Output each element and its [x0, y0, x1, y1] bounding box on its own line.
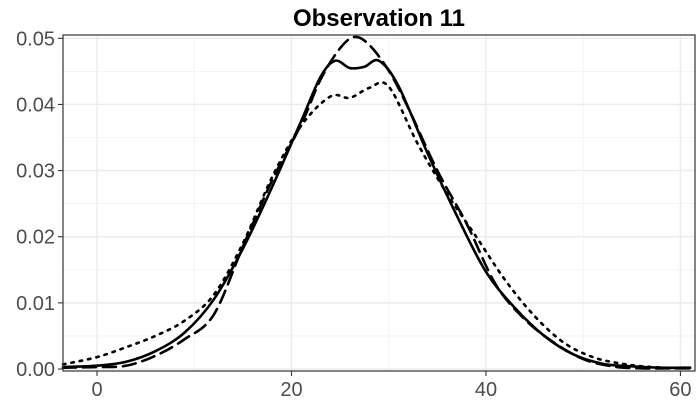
x-tick-label: 40 — [475, 379, 497, 401]
chart-title: Observation 11 — [293, 5, 465, 32]
minor-gridlines — [63, 35, 695, 371]
density-line-solid — [61, 58, 692, 370]
y-tick-label: 0.05 — [16, 28, 55, 50]
y-tick-label: 0.01 — [16, 293, 55, 315]
x-tick-label: 0 — [91, 379, 102, 401]
y-axis: 0.00 0.01 0.02 0.03 0.04 0.05 — [16, 28, 63, 381]
x-tick-label: 20 — [280, 379, 302, 401]
y-tick-label: 0.03 — [16, 161, 55, 183]
density-line-dotted — [61, 81, 692, 370]
y-tick-label: 0.04 — [16, 94, 55, 116]
panel-border — [62, 34, 696, 372]
density-lines — [61, 35, 692, 370]
y-tick-label: 0.00 — [16, 359, 55, 381]
y-tick-label: 0.02 — [16, 227, 55, 249]
x-tick-label: 60 — [669, 379, 691, 401]
major-gridlines — [63, 35, 695, 371]
x-axis: 0 20 40 60 — [91, 371, 692, 401]
density-line-dashed — [61, 35, 692, 370]
